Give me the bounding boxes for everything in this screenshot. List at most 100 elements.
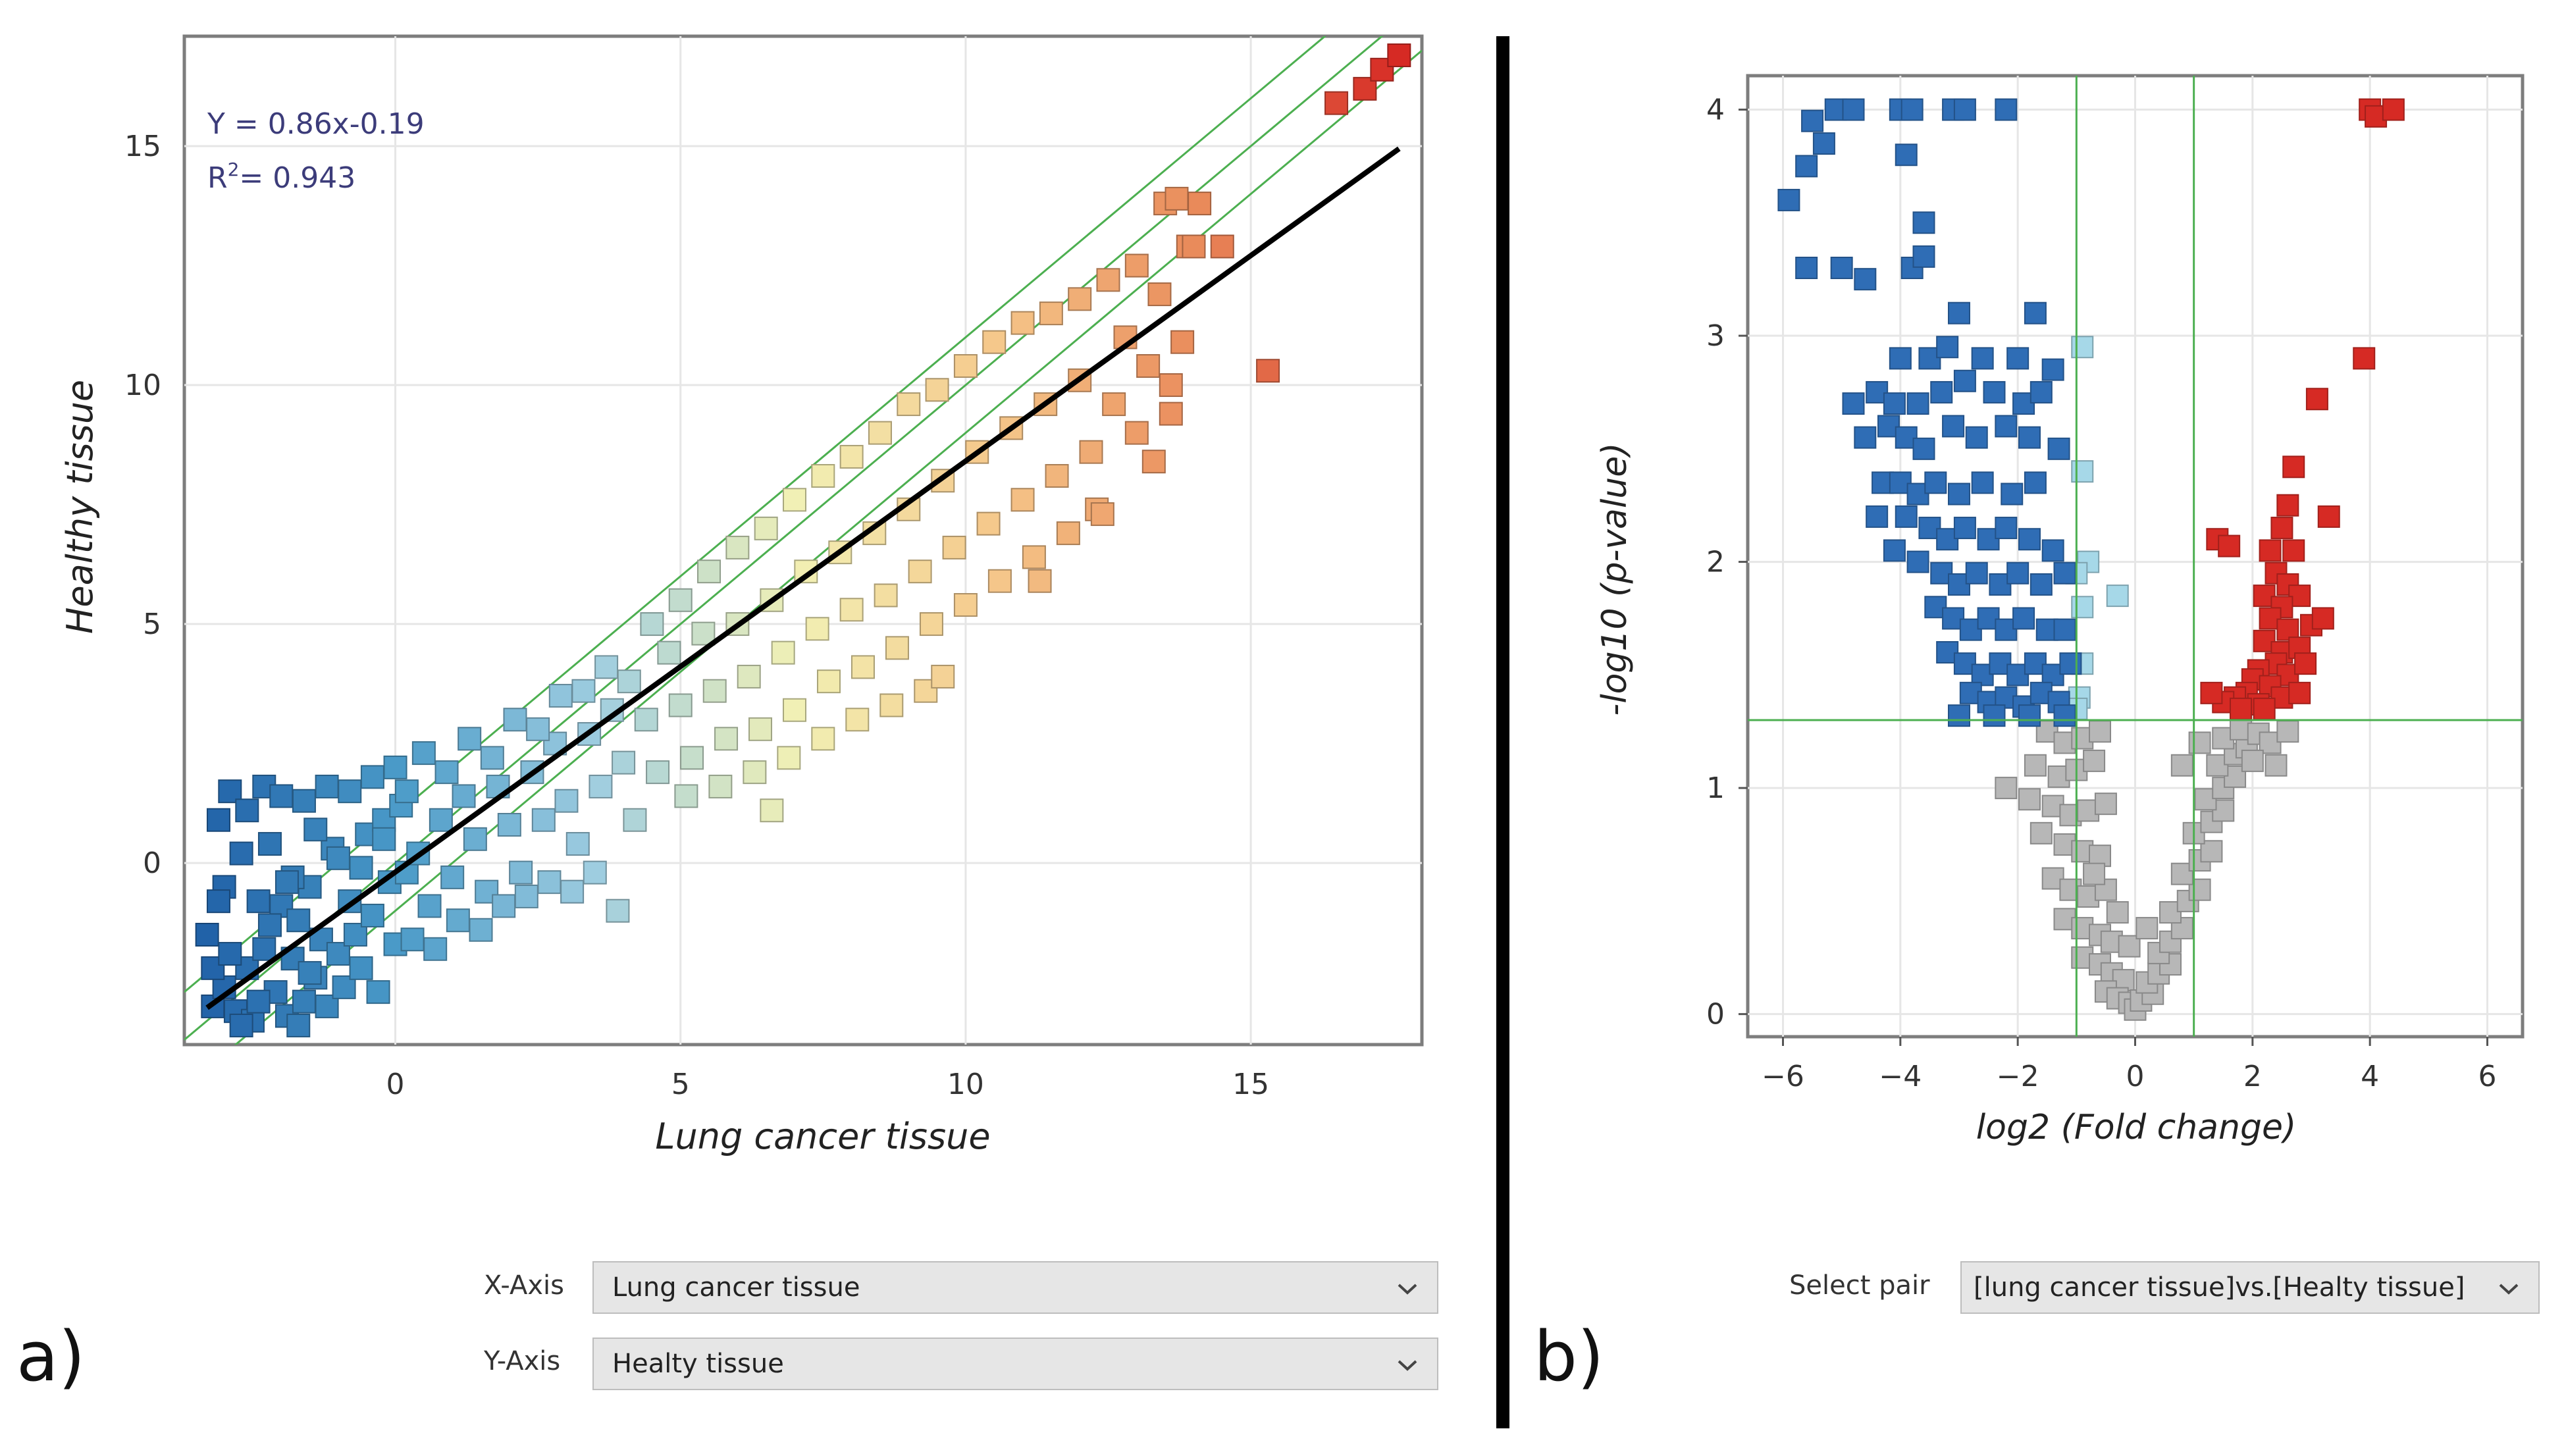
- volcano-point-blue: [1989, 652, 2012, 675]
- scatter-point: [298, 961, 322, 985]
- scatter-point: [702, 679, 727, 703]
- scatter-point: [257, 913, 282, 937]
- scatter-point: [805, 617, 829, 641]
- scatter-point: [851, 655, 875, 679]
- y-axis-label: Y-Axis: [484, 1346, 561, 1376]
- volcano-y-tick-label: 1: [1706, 771, 1725, 805]
- scatter-point: [1159, 373, 1183, 398]
- scatter-point: [292, 989, 316, 1014]
- x-axis-select[interactable]: Lung cancer tissue: [592, 1261, 1438, 1314]
- scatter-point: [411, 741, 436, 766]
- volcano-point-blue: [1795, 257, 1818, 279]
- scatter-point: [503, 708, 527, 732]
- scatter-point: [771, 640, 795, 665]
- volcano-point-grey: [2170, 754, 2193, 777]
- volcano-y-tick-labels: 0 1 2 3 4: [1706, 93, 1748, 1031]
- scatter-point: [953, 353, 978, 378]
- scatter-point: [783, 488, 807, 512]
- scatter-point: [366, 980, 390, 1004]
- scatter-point: [839, 444, 864, 469]
- scatter-point: [777, 746, 801, 770]
- volcano-point-blue: [1912, 211, 1935, 234]
- scatter-point: [195, 923, 219, 947]
- volcano-point-blue: [1965, 426, 1988, 449]
- scatter-y-tick-label: 15: [124, 130, 161, 163]
- volcano-point-light-blue: [2071, 336, 2094, 359]
- volcano-point-blue: [1936, 336, 1959, 359]
- scatter-point: [1010, 488, 1035, 512]
- volcano-point-blue: [1971, 471, 1994, 494]
- y-axis-select[interactable]: Healty tissue: [592, 1338, 1438, 1390]
- volcano-point-blue: [2041, 358, 2064, 381]
- volcano-point-blue: [1995, 517, 2018, 540]
- volcano-point-red: [2253, 585, 2276, 608]
- scatter-point: [252, 937, 276, 961]
- volcano-point-blue: [2059, 652, 2082, 675]
- scatter-point: [349, 956, 373, 980]
- scatter-point: [548, 683, 573, 708]
- scatter-point: [640, 612, 664, 637]
- volcano-x-tick-label: 0: [2126, 1060, 2145, 1093]
- volcano-point-light-blue: [2071, 460, 2094, 483]
- scatter-point: [286, 908, 311, 933]
- volcano-point-blue: [1953, 98, 1976, 121]
- volcano-point-blue: [1830, 257, 1853, 279]
- scatter-point: [514, 884, 538, 908]
- y-axis-select-value: Healty tissue: [612, 1349, 784, 1379]
- volcano-point-blue: [1948, 301, 1970, 325]
- scatter-point: [743, 760, 767, 785]
- volcano-point-red: [2253, 697, 2276, 720]
- volcano-point-blue: [2024, 471, 2047, 494]
- scatter-point: [697, 559, 721, 584]
- volcano-point-grey: [1995, 777, 2018, 800]
- volcano-point-blue: [1971, 347, 1994, 370]
- volcano-point-grey: [2083, 749, 2106, 772]
- scatter-point: [879, 693, 904, 717]
- scatter-point: [987, 569, 1012, 593]
- scatter-point: [583, 860, 607, 885]
- scatter-point: [315, 774, 339, 798]
- volcano-point-blue: [1953, 369, 1976, 392]
- scatter-point: [816, 669, 841, 694]
- scatter-point: [400, 927, 425, 952]
- scatter-point: [737, 664, 761, 689]
- volcano-point-blue: [1883, 392, 1906, 415]
- volcano-point-blue: [1912, 245, 1935, 268]
- scatter-point: [275, 870, 299, 895]
- scatter-point: [953, 593, 978, 617]
- volcano-point-grey: [2106, 901, 2129, 924]
- scatter-point: [1188, 192, 1212, 216]
- volcano-point-grey: [2276, 720, 2299, 743]
- scatter-point: [452, 784, 476, 808]
- volcano-point-blue: [1942, 415, 1965, 438]
- scatter-point: [845, 708, 870, 732]
- scatter-y-axis-title: Healthy tissue: [59, 380, 101, 634]
- scatter-point: [206, 808, 230, 832]
- volcano-point-grey: [2094, 793, 2117, 816]
- volcano-point-blue: [1795, 155, 1818, 178]
- panel-a-label: a): [16, 1316, 86, 1397]
- x-axis-label: X-Axis: [484, 1270, 564, 1301]
- select-pair-dropdown[interactable]: [lung cancer tissue]vs.[Healty tissue]: [1960, 1261, 2540, 1314]
- volcano-point-blue: [2041, 539, 2064, 562]
- scatter-point: [286, 1013, 311, 1037]
- select-pair-label: Select pair: [1789, 1270, 1930, 1301]
- volcano-x-tick-label: 6: [2478, 1060, 2497, 1093]
- scatter-point: [417, 894, 442, 918]
- volcano-point-blue: [1924, 471, 1947, 494]
- scatter-point: [925, 378, 949, 402]
- volcano-x-tick-labels: −6 −4 −2 0 2 4 6: [1762, 1037, 2497, 1093]
- volcano-point-red: [2259, 539, 2282, 562]
- scatter-point: [1124, 421, 1149, 445]
- scatter-point: [463, 827, 487, 851]
- scatter-diagonal-line: [184, 36, 1384, 1041]
- scatter-point: [480, 746, 504, 770]
- volcano-point-blue: [1977, 607, 2000, 630]
- scatter-point: [612, 750, 636, 775]
- scatter-point: [565, 832, 590, 856]
- scatter-point: [680, 746, 704, 770]
- scatter-point: [434, 760, 459, 785]
- scatter-point: [1096, 268, 1120, 292]
- volcano-chart: −6 −4 −2 0 2 4 6 0 1 2 3 4 log2 (Fold change) -log…: [1595, 74, 2525, 1147]
- volcano-point-blue: [1948, 482, 1970, 506]
